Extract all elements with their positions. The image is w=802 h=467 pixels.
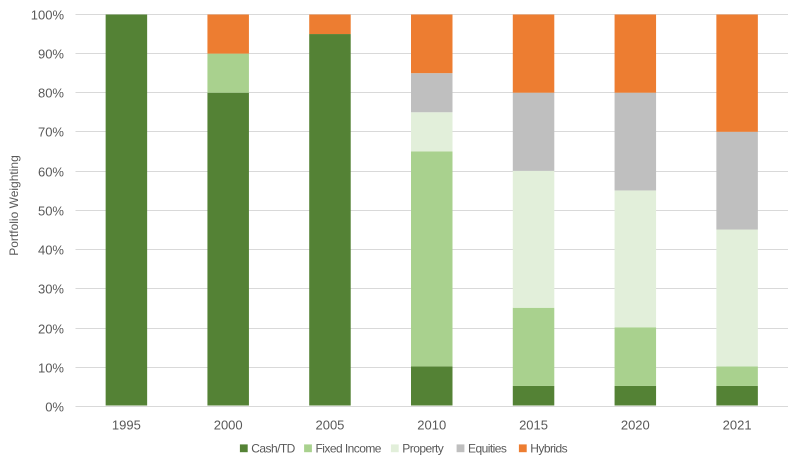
svg-text:Property: Property xyxy=(402,441,444,455)
svg-text:100%: 100% xyxy=(31,7,65,22)
svg-text:90%: 90% xyxy=(38,46,64,61)
svg-text:30%: 30% xyxy=(38,281,64,296)
svg-text:Hybrids: Hybrids xyxy=(530,441,567,455)
svg-text:2000: 2000 xyxy=(214,418,243,433)
svg-text:Equities: Equities xyxy=(468,441,507,455)
svg-text:70%: 70% xyxy=(38,124,64,139)
svg-text:2005: 2005 xyxy=(315,418,344,433)
svg-text:2010: 2010 xyxy=(417,418,446,433)
svg-text:60%: 60% xyxy=(38,164,64,179)
svg-text:2021: 2021 xyxy=(723,418,752,433)
svg-text:0%: 0% xyxy=(45,399,64,414)
svg-text:Fixed Income: Fixed Income xyxy=(316,441,382,455)
svg-text:1995: 1995 xyxy=(112,418,141,433)
svg-text:10%: 10% xyxy=(38,360,64,375)
svg-text:Cash/TD: Cash/TD xyxy=(251,441,295,455)
svg-text:20%: 20% xyxy=(38,321,64,336)
svg-text:2020: 2020 xyxy=(621,418,650,433)
svg-text:40%: 40% xyxy=(38,242,64,257)
svg-text:Portfolio Weighting: Portfolio Weighting xyxy=(7,155,21,256)
svg-text:2015: 2015 xyxy=(519,418,548,433)
svg-text:80%: 80% xyxy=(38,85,64,100)
svg-text:50%: 50% xyxy=(38,203,64,218)
